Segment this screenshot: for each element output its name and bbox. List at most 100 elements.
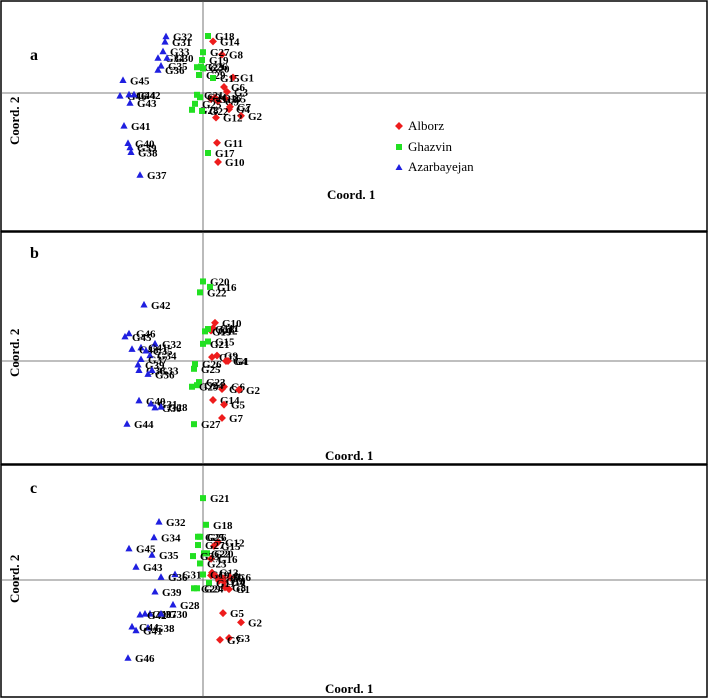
- point-c-ghazvin-g19: [200, 571, 206, 578]
- panel-b: b Coord. 1 Coord. 2 G10G11G12G9G13G4G1G6…: [0, 231, 708, 465]
- point-a-azarbayejan-g39: [126, 143, 134, 151]
- point-label-b-g41: G41: [148, 343, 168, 355]
- point-c-azarbayejan-g44: [128, 622, 136, 630]
- point-a-azarbayejan-g45: [119, 76, 127, 83]
- panel-a-frame: [0, 0, 708, 232]
- point-label-c-g36: G36: [168, 572, 188, 584]
- point-c-ghazvin-g25: [195, 533, 201, 540]
- point-c-azarbayejan-g30: [157, 610, 165, 617]
- point-c-azarbayejan-g38: [144, 623, 152, 631]
- point-a-azarbayejan-g41: [120, 122, 128, 129]
- point-a-ghazvin-g25: [192, 100, 198, 107]
- point-label-b-g12: G12: [218, 326, 238, 338]
- point-c-alborz-g14: [207, 571, 215, 580]
- point-label-b-g4: G4: [233, 356, 248, 368]
- panel-c-ylabel: Coord. 2: [7, 555, 22, 603]
- point-label-c-g45: G45: [136, 544, 156, 556]
- point-b-ghazvin-g27: [191, 421, 197, 428]
- point-label-b-g20: G20: [210, 276, 230, 288]
- point-label-a-g2: G2: [248, 111, 263, 123]
- point-b-ghazvin-g19: [202, 328, 208, 335]
- point-label-b-g33: G33: [159, 365, 179, 377]
- point-label-c-g8: G8: [232, 582, 247, 594]
- point-b-alborz-g13: [208, 353, 216, 362]
- point-b-ghazvin-g21: [200, 340, 206, 347]
- point-label-c-g19: G19: [210, 569, 230, 581]
- point-label-a-g6: G6: [231, 82, 246, 94]
- point-c-azarbayejan-g32: [155, 518, 163, 525]
- panel-b-frame: [0, 231, 708, 465]
- point-b-azarbayejan-g28: [157, 403, 165, 410]
- point-label-a-g24: G24: [207, 92, 227, 104]
- point-label-c-g2: G2: [248, 617, 263, 629]
- panel-a-letter: a: [30, 47, 38, 64]
- point-label-b-g25: G25: [201, 364, 221, 376]
- point-c-ghazvin-g27: [195, 542, 201, 549]
- panel-b-letter: b: [30, 245, 39, 262]
- legend-item-ghazvin: Ghazvin: [396, 139, 453, 154]
- point-c-azarbayejan-g28: [169, 600, 177, 608]
- point-b-azarbayejan-g31: [147, 399, 155, 407]
- panel-c-frame: [0, 464, 708, 698]
- point-label-a-g31: G31: [172, 37, 192, 49]
- point-a-ghazvin-g17: [205, 150, 211, 156]
- point-label-c-g16: G16: [218, 554, 238, 566]
- point-label-a-g18: G18: [215, 31, 235, 43]
- point-label-a-g11: G11: [224, 138, 243, 150]
- point-label-c-g43: G43: [143, 562, 163, 574]
- point-label-a-g41: G41: [131, 121, 151, 133]
- point-label-a-g30: G30: [174, 53, 194, 65]
- point-b-ghazvin-g24: [194, 382, 200, 389]
- point-label-c-g32: G32: [166, 517, 186, 529]
- legend-item-azarbayejan: Azarbayejan: [395, 159, 474, 174]
- point-c-alborz-g4: [220, 577, 228, 586]
- point-label-a-g45: G45: [130, 75, 150, 87]
- point-label-a-g10: G10: [225, 157, 245, 169]
- point-c-alborz-g16: [207, 554, 215, 563]
- point-label-a-g38: G38: [138, 147, 158, 159]
- point-label-c-g3: G3: [236, 633, 251, 645]
- point-b-azarbayejan-g36: [144, 370, 152, 377]
- point-label-a-g7: G7: [237, 102, 252, 114]
- point-label-b-g2: G2: [246, 385, 261, 397]
- point-label-a-g16: G16: [222, 93, 242, 105]
- point-a-azarbayejan-g33: [159, 47, 167, 55]
- point-a-ghazvin-g20: [200, 65, 206, 72]
- legend: Alborz Ghazvin Azarbayejan: [395, 118, 474, 174]
- point-label-c-g20: G20: [214, 548, 234, 560]
- point-a-azarbayejan-g34: [154, 54, 162, 61]
- panel-c-xlabel: Coord. 1: [325, 681, 373, 696]
- point-label-b-g27: G27: [201, 419, 221, 431]
- point-b-azarbayejan-g41: [137, 343, 145, 351]
- point-label-a-g22: G22: [209, 106, 229, 118]
- point-label-b-g28: G28: [168, 402, 188, 414]
- point-label-a-g21: G21: [204, 90, 224, 102]
- panel-b-marks: G10G11G12G9G13G4G1G6G8G2G14G5G7G20G16G22…: [121, 276, 261, 431]
- point-label-b-g21: G21: [210, 339, 230, 351]
- point-c-azarbayejan-g39: [151, 587, 159, 595]
- point-c-azarbayejan-g42: [136, 610, 144, 618]
- point-b-azarbayejan-g33: [148, 366, 156, 373]
- point-a-ghazvin-g28: [189, 106, 195, 113]
- panel-a-marks: G14G8G1G6G3G9G5G13G16G4G7G2G12G11G10G18G…: [116, 31, 263, 182]
- point-label-b-g1: G1: [235, 356, 249, 368]
- point-label-b-g18: G18: [215, 324, 235, 336]
- point-b-alborz-g14: [209, 396, 217, 404]
- panel-a: a Coord. 1 Coord. 2 G14G8G1G6G3G9G5G13G1…: [0, 0, 708, 232]
- point-b-azarbayejan-g39: [134, 360, 142, 368]
- point-label-a-g36: G36: [165, 65, 185, 77]
- point-b-azarbayejan-g43: [128, 345, 136, 352]
- panel-c-marks: G12G15G16G13G11G14G6G9G4G10G8G1G5G2G3G7G…: [124, 493, 263, 665]
- point-label-a-g35: G35: [168, 61, 188, 73]
- point-label-c-g12: G12: [225, 537, 245, 549]
- point-label-b-g26: G26: [202, 359, 222, 371]
- point-label-a-g8: G8: [229, 50, 244, 62]
- point-label-b-g29: G29: [199, 382, 219, 394]
- point-label-a-g5: G5: [232, 93, 247, 105]
- point-label-c-g35: G35: [159, 550, 179, 562]
- point-c-ghazvin-g33: [190, 553, 196, 560]
- point-a-azarbayejan-g31: [161, 38, 169, 45]
- point-label-b-g22: G22: [207, 287, 227, 299]
- point-label-c-g41: G41: [143, 626, 163, 638]
- point-c-azarbayejan-g45: [125, 544, 133, 552]
